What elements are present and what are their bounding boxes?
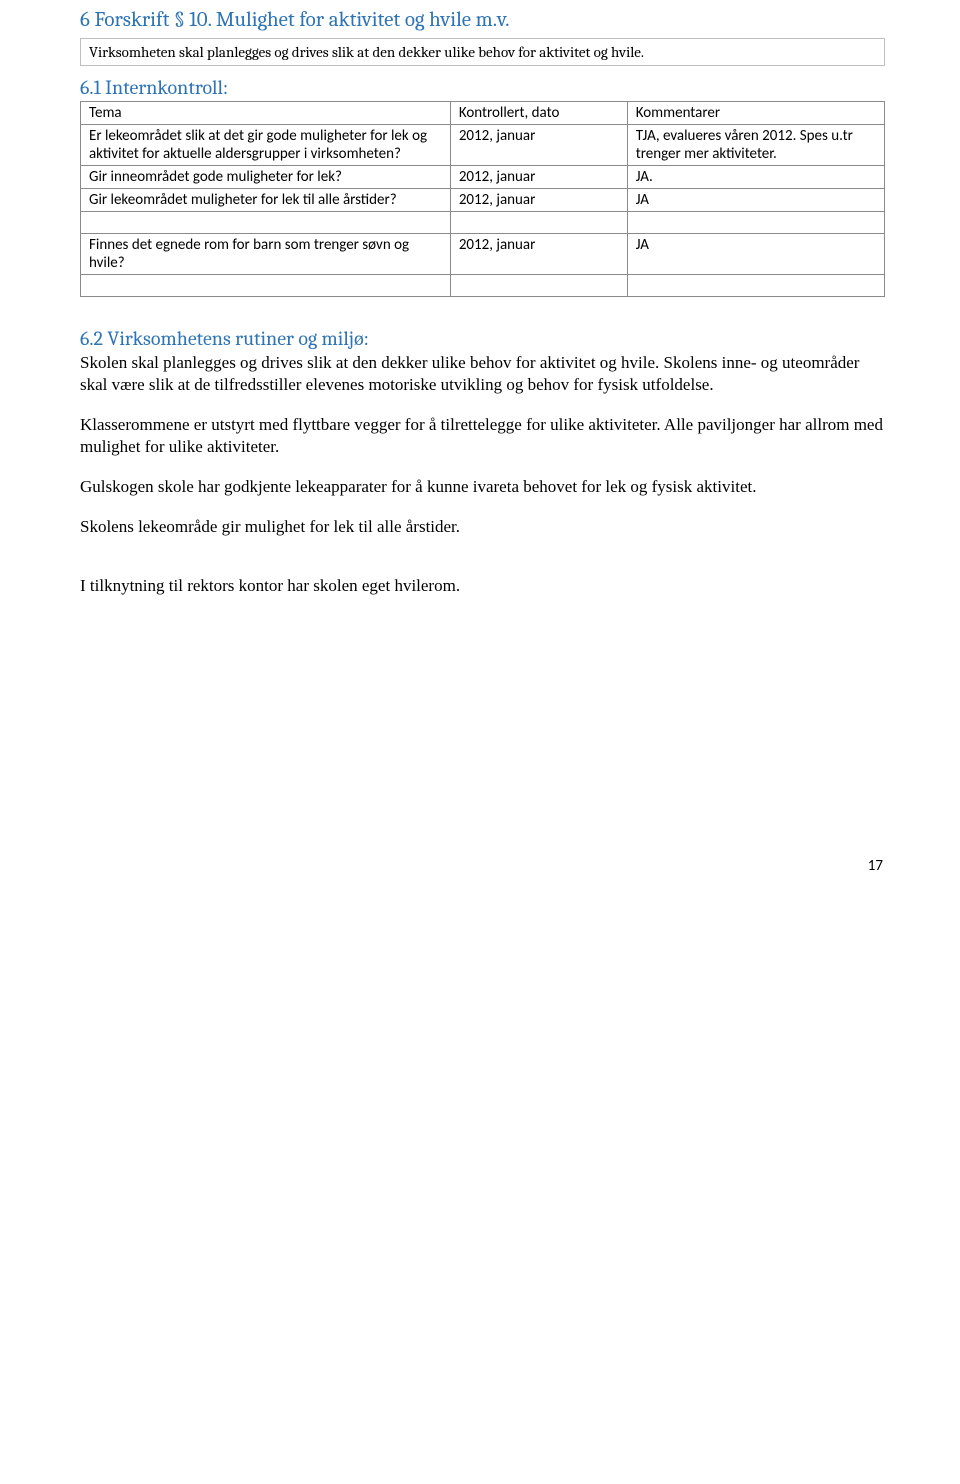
table-row: Gir inneområdet gode muligheter for lek?… [81,166,885,189]
paragraph: Gulskogen skole har godkjente lekeappara… [80,476,885,498]
heading-6-1: 6.1 Internkontroll: [80,76,885,99]
internkontroll-table: Tema Kontrollert, dato Kommentarer Er le… [80,101,885,297]
cell-tema: Finnes det egnede rom for barn som treng… [81,234,451,275]
cell-dato: 2012, januar [450,234,627,275]
cell-tema: Gir inneområdet gode muligheter for lek? [81,166,451,189]
table-row: Gir lekeområdet muligheter for lek til a… [81,189,885,212]
th-kommentarer: Kommentarer [627,102,884,125]
heading-6-2: 6.2 Virksomhetens rutiner og miljø: [80,327,885,350]
page-number: 17 [80,857,885,875]
cell-kommentarer: JA. [627,166,884,189]
cell-dato: 2012, januar [450,166,627,189]
paragraph: Skolens lekeområde gir mulighet for lek … [80,516,885,538]
intro-box: Virksomheten skal planlegges og drives s… [80,38,885,66]
th-tema: Tema [81,102,451,125]
cell-kommentarer: TJA, evalueres våren 2012. Spes u.tr tre… [627,125,884,166]
cell-tema: Gir lekeområdet muligheter for lek til a… [81,189,451,212]
paragraph: I tilknytning til rektors kontor har sko… [80,575,885,597]
cell-dato: 2012, januar [450,125,627,166]
table-row: Er lekeområdet slik at det gir gode muli… [81,125,885,166]
cell-kommentarer: JA [627,189,884,212]
paragraph: Klasserommene er utstyrt med flyttbare v… [80,414,885,458]
cell-kommentarer: JA [627,234,884,275]
table-header-row: Tema Kontrollert, dato Kommentarer [81,102,885,125]
table-empty-row [81,212,885,234]
cell-dato: 2012, januar [450,189,627,212]
table-row: Finnes det egnede rom for barn som treng… [81,234,885,275]
body-section: Skolen skal planlegges og drives slik at… [80,352,885,597]
intro-text: Virksomheten skal planlegges og drives s… [89,43,876,61]
paragraph: Skolen skal planlegges og drives slik at… [80,352,885,396]
table-empty-row [81,275,885,297]
heading-section-6: 6 Forskrift § 10. Mulighet for aktivitet… [80,8,885,32]
cell-tema: Er lekeområdet slik at det gir gode muli… [81,125,451,166]
th-dato: Kontrollert, dato [450,102,627,125]
